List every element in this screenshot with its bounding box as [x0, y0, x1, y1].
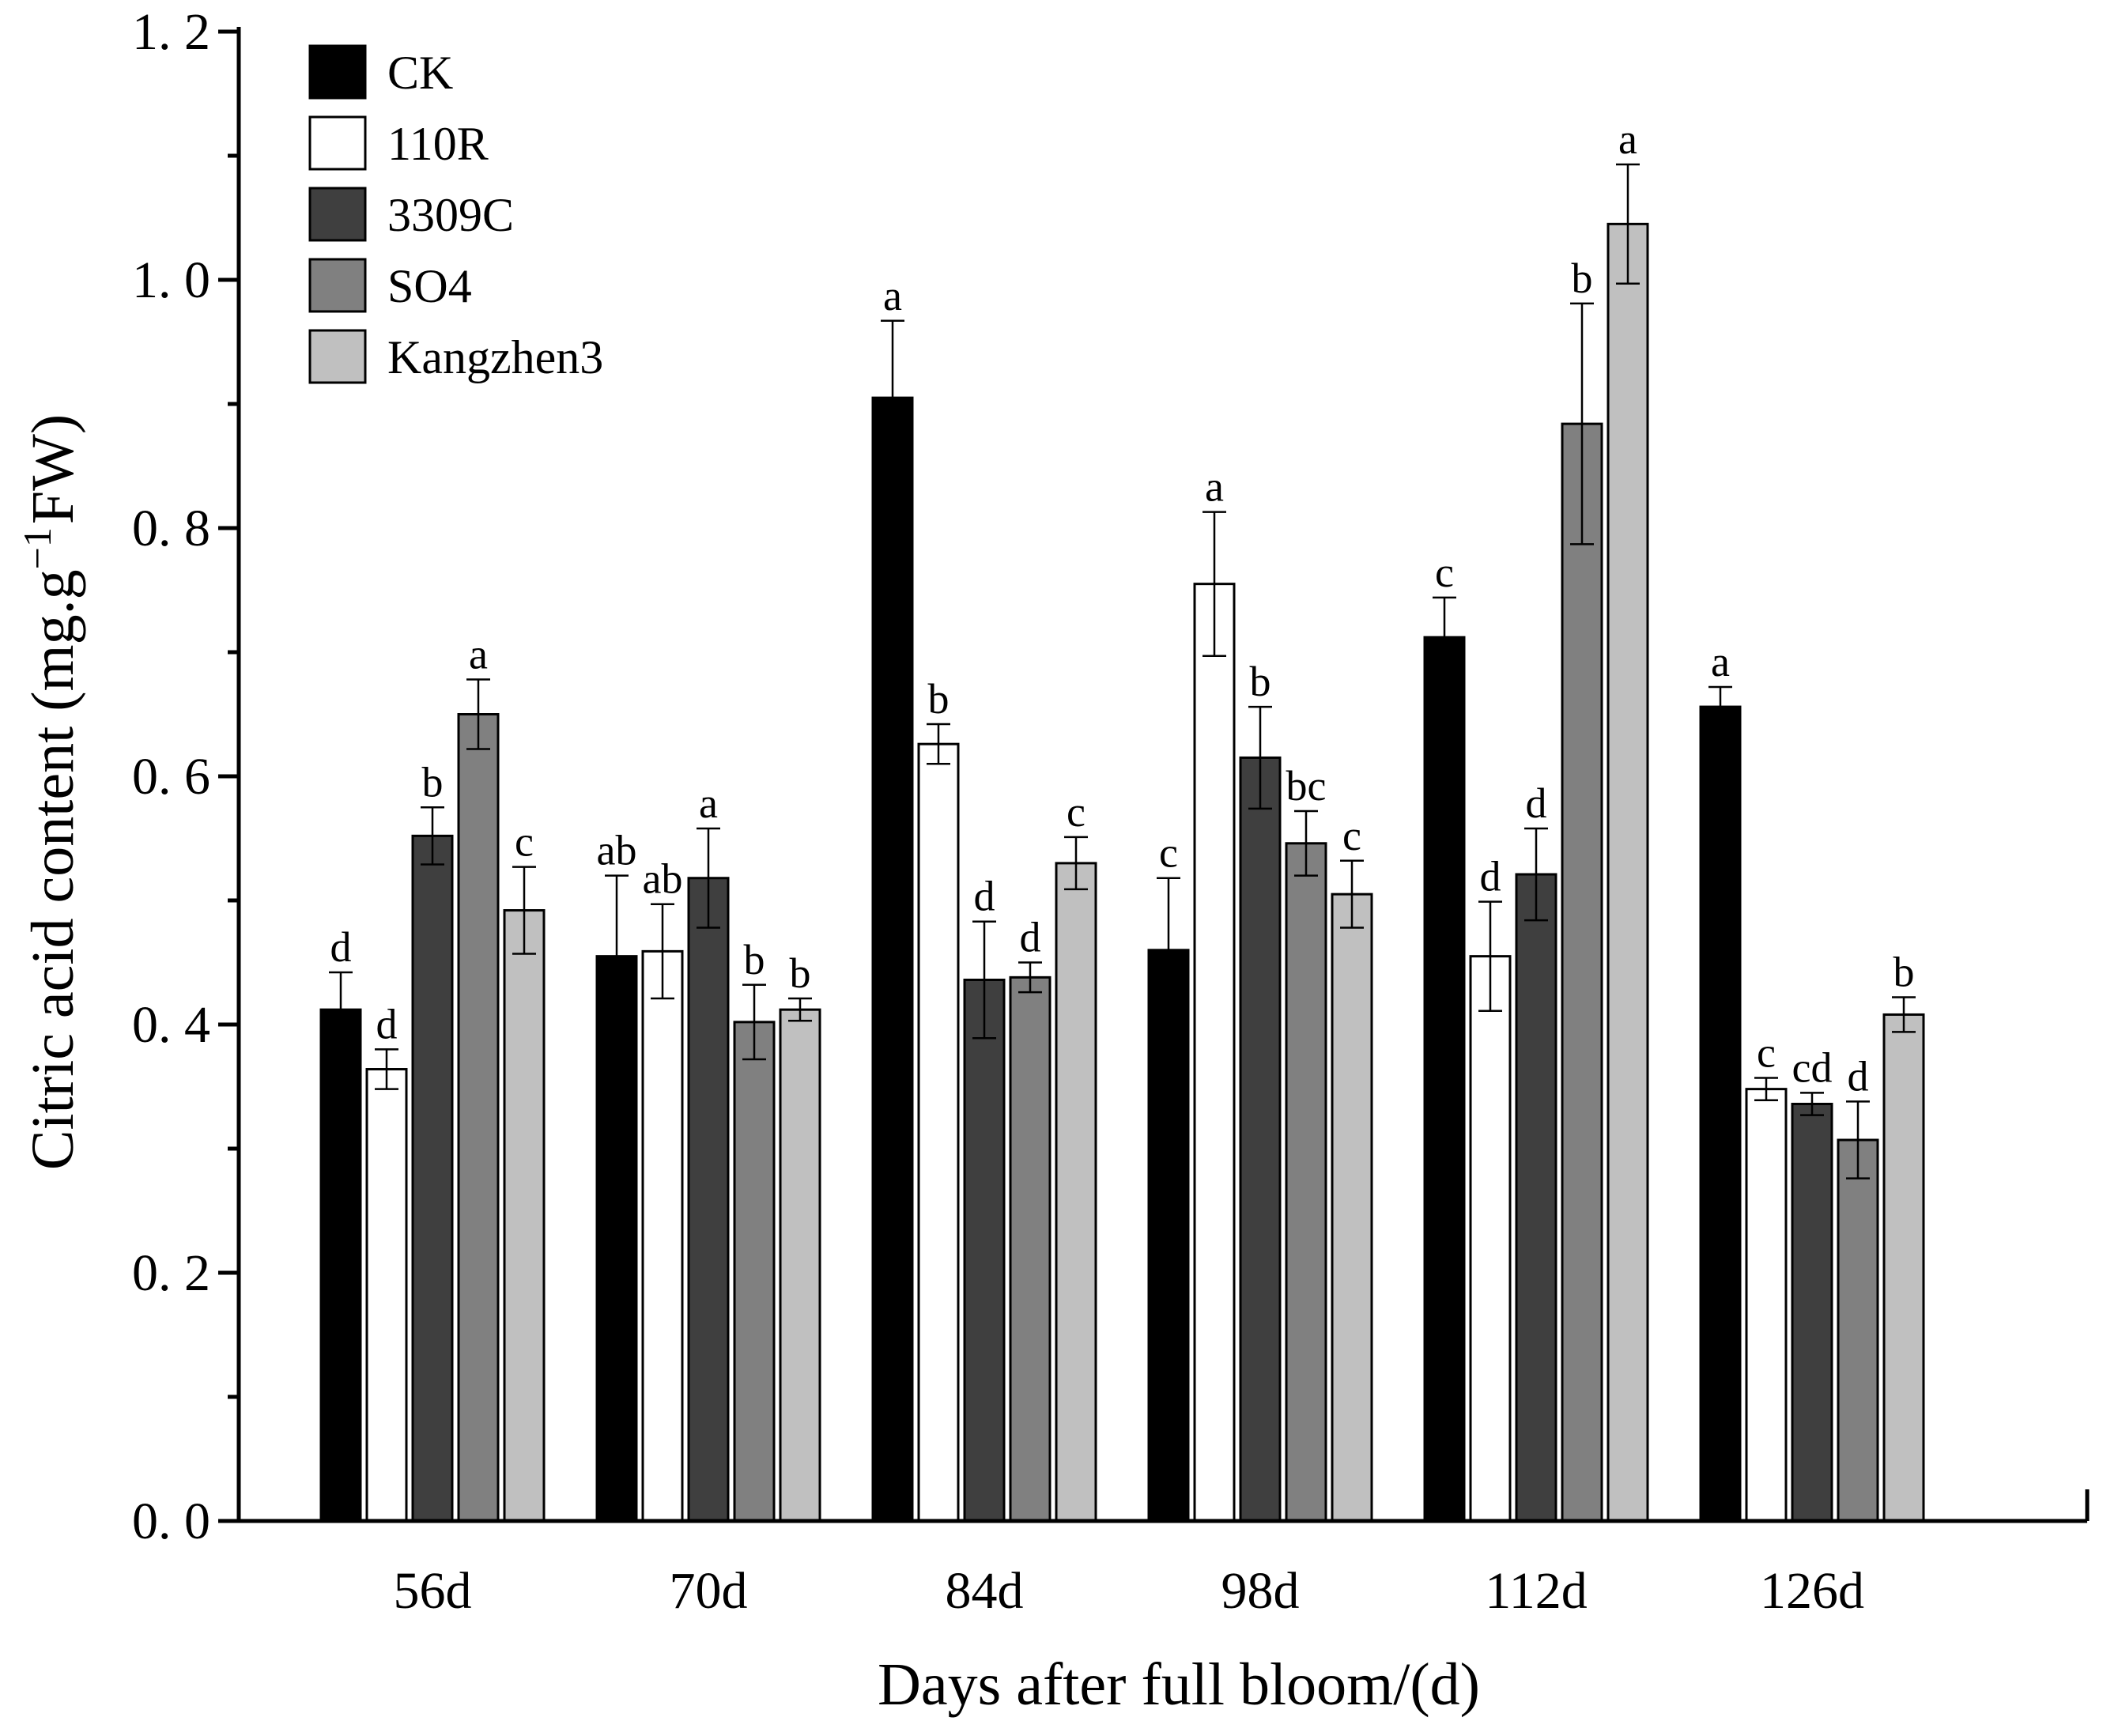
significance-label: d — [1480, 853, 1501, 900]
legend-label-110r: 110R — [387, 118, 489, 170]
significance-label: bc — [1286, 762, 1327, 810]
legend-swatch-ck — [308, 44, 367, 100]
significance-label: c — [1342, 812, 1361, 859]
significance-label: a — [1205, 463, 1224, 511]
significance-label: d — [330, 923, 352, 971]
legend-swatch-kangzhen3 — [308, 329, 367, 384]
significance-label: a — [469, 631, 488, 678]
bar-kangzhen3-126d — [1882, 1013, 1925, 1523]
bar-ck-98d — [1147, 949, 1190, 1523]
legend-label-ck: CK — [387, 47, 453, 99]
significance-label: ab — [643, 855, 683, 903]
bar-ck-126d — [1699, 705, 1742, 1523]
bar-kangzhen3-112d — [1607, 222, 1649, 1523]
significance-label: b — [1250, 658, 1271, 705]
bar-kangzhen3-84d — [1055, 862, 1097, 1523]
y-axis-title-prefix: Citric acid content (mg.g — [20, 569, 86, 1170]
significance-label: ab — [597, 827, 637, 874]
significance-label: d — [1848, 1052, 1869, 1100]
bar-3309c-56d — [411, 834, 454, 1523]
significance-label: b — [1572, 255, 1593, 302]
bar-so4-56d — [457, 713, 500, 1523]
ticks-layer: 0. 0 0. 2 0. 4 0. 6 0. 8 1. 0 1. 2 56d 70d 84d 98d… — [132, 3, 2090, 1620]
error-bars-layer — [329, 163, 1916, 1179]
bar-3309c-84d — [963, 978, 1006, 1523]
y-axis-title: Citric acid content (mg.g−1FW) — [15, 414, 86, 1170]
bars-layer — [319, 222, 1925, 1523]
bar-ck-56d — [319, 1008, 362, 1523]
significance-label: cd — [1792, 1043, 1833, 1091]
legend-label-kangzhen3: Kangzhen3 — [387, 331, 603, 383]
x-tick-label: 112d — [1485, 1562, 1588, 1620]
bar-3309c-70d — [687, 877, 730, 1523]
bar-so4-112d — [1561, 422, 1603, 1523]
x-tick-label: 70d — [670, 1562, 748, 1620]
bar-110r-98d — [1193, 583, 1236, 1523]
bar-kangzhen3-98d — [1331, 893, 1373, 1523]
significance-label: d — [974, 873, 995, 920]
significance-label: b — [744, 936, 765, 983]
bar-ck-70d — [595, 955, 638, 1523]
x-tick-label: 98d — [1221, 1562, 1300, 1620]
significance-label: d — [1020, 914, 1041, 961]
bar-so4-84d — [1009, 976, 1052, 1523]
bar-110r-84d — [917, 742, 960, 1523]
bar-so4-98d — [1285, 842, 1327, 1523]
y-tick-label: 0. 4 — [132, 996, 210, 1054]
y-tick-label: 0. 0 — [132, 1493, 210, 1550]
bar-kangzhen3-56d — [503, 909, 546, 1523]
significance-label: d — [376, 1000, 398, 1047]
x-tick-label: 84d — [946, 1562, 1024, 1620]
y-tick-label: 0. 2 — [132, 1244, 210, 1302]
bar-ck-84d — [871, 396, 914, 1523]
significance-label: c — [1435, 549, 1454, 596]
x-axis-title: Days after full bloom/(d) — [878, 1651, 1480, 1718]
significance-label: a — [883, 272, 902, 319]
y-tick-label: 1. 0 — [132, 251, 210, 309]
y-tick-label: 0. 8 — [132, 500, 210, 557]
bar-110r-56d — [365, 1068, 408, 1523]
significance-label: a — [1618, 115, 1637, 163]
significance-label: b — [422, 758, 444, 806]
y-tick-label: 0. 6 — [132, 748, 210, 806]
x-tick-label: 56d — [394, 1562, 472, 1620]
legend-label-so4: SO4 — [387, 260, 472, 312]
bar-so4-70d — [733, 1021, 776, 1523]
significance-label: b — [928, 675, 950, 723]
x-tick-label: 126d — [1760, 1562, 1864, 1620]
bar-so4-126d — [1837, 1138, 1879, 1523]
legend-swatch-3309c — [308, 187, 367, 242]
legend-swatch-110r — [308, 115, 367, 171]
significance-label: c — [1159, 829, 1178, 877]
bar-3309c-112d — [1515, 873, 1557, 1523]
y-tick-label: 1. 2 — [132, 3, 210, 61]
significance-label: c — [1067, 788, 1085, 836]
bar-110r-126d — [1745, 1088, 1788, 1523]
significance-label: b — [790, 949, 811, 997]
legend: CK 110R 3309C SO4 Kangzhen3 — [308, 44, 603, 384]
y-axis-title-suffix: FW) — [20, 414, 86, 524]
significance-label: a — [1711, 638, 1730, 685]
significance-label: a — [699, 779, 718, 827]
bar-3309c-126d — [1791, 1102, 1833, 1523]
legend-label-3309c: 3309C — [387, 189, 514, 241]
significance-label: c — [515, 818, 534, 866]
significance-label: c — [1757, 1029, 1776, 1077]
legend-swatch-so4 — [308, 258, 367, 313]
bar-kangzhen3-70d — [779, 1008, 821, 1523]
significance-label: b — [1893, 948, 1915, 995]
bar-3309c-98d — [1239, 756, 1282, 1523]
bar-110r-70d — [641, 949, 684, 1523]
bar-ck-112d — [1423, 636, 1466, 1523]
bar-110r-112d — [1469, 955, 1512, 1523]
y-axis-title-superscript: −1 — [15, 527, 59, 569]
significance-label: d — [1526, 779, 1547, 827]
